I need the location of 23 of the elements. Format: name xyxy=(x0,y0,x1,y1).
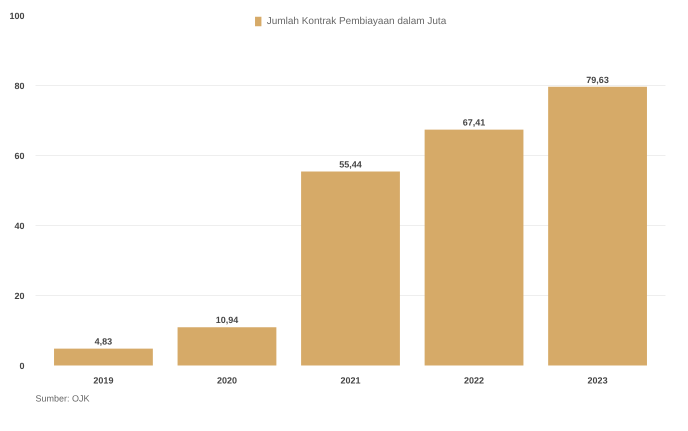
y-tick-label: 60 xyxy=(14,151,25,161)
data-label: 67,41 xyxy=(462,118,486,128)
y-tick-label: 40 xyxy=(14,221,25,231)
x-tick-label: 2022 xyxy=(464,376,484,386)
bar xyxy=(178,327,276,366)
bar xyxy=(54,348,153,366)
data-label: 10,94 xyxy=(216,315,238,326)
x-tick-label: 2021 xyxy=(340,376,361,386)
bar xyxy=(424,130,524,366)
y-tick-label: 0 xyxy=(19,361,25,371)
data-label: 79,63 xyxy=(586,74,609,85)
x-tick-label: 2020 xyxy=(216,376,237,386)
bar xyxy=(301,171,400,366)
x-tick-label: 2023 xyxy=(588,376,608,386)
y-tick-label: 80 xyxy=(14,81,25,91)
legend-label: Jumlah Kontrak Pembiayaan dalam Juta xyxy=(266,16,446,26)
text: Sumber: OJK xyxy=(36,394,90,404)
y-tick-label: 20 xyxy=(14,291,25,301)
x-tick-label: 2019 xyxy=(93,376,114,386)
y-tick-label: 100 xyxy=(9,11,25,21)
data-label: 55,44 xyxy=(339,159,362,170)
data-label: 4,83 xyxy=(94,336,112,347)
bar xyxy=(548,86,647,366)
